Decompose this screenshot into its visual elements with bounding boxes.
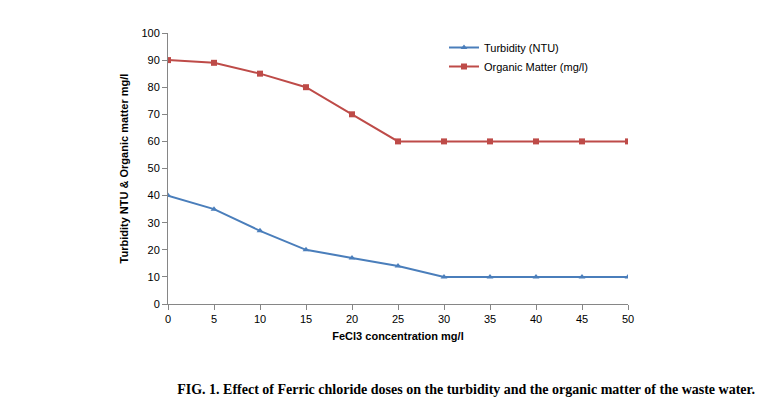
svg-text:80: 80 <box>148 81 160 93</box>
svg-text:0: 0 <box>154 298 160 310</box>
svg-text:10: 10 <box>254 313 266 325</box>
svg-text:40: 40 <box>530 313 542 325</box>
svg-text:10: 10 <box>148 271 160 283</box>
svg-text:Organic Matter (mg/l): Organic Matter (mg/l) <box>484 61 588 73</box>
svg-text:70: 70 <box>148 108 160 120</box>
svg-text:FeCl3 concentration mg/l: FeCl3 concentration mg/l <box>332 330 463 342</box>
svg-text:50: 50 <box>148 162 160 174</box>
svg-text:45: 45 <box>576 313 588 325</box>
svg-text:30: 30 <box>148 217 160 229</box>
svg-text:40: 40 <box>148 189 160 201</box>
svg-text:90: 90 <box>148 54 160 66</box>
svg-text:35: 35 <box>484 313 496 325</box>
svg-text:15: 15 <box>300 313 312 325</box>
svg-text:20: 20 <box>148 244 160 256</box>
svg-text:0: 0 <box>165 313 171 325</box>
svg-text:5: 5 <box>211 313 217 325</box>
svg-text:60: 60 <box>148 135 160 147</box>
svg-text:50: 50 <box>622 313 634 325</box>
svg-text:20: 20 <box>346 313 358 325</box>
svg-text:Turbidity (NTU): Turbidity (NTU) <box>484 42 559 54</box>
svg-text:30: 30 <box>438 313 450 325</box>
svg-text:25: 25 <box>392 313 404 325</box>
svg-text:100: 100 <box>141 27 159 39</box>
svg-text:FIG. 1. Effect of Ferric chlor: FIG. 1. Effect of Ferric chloride doses … <box>177 382 755 397</box>
svg-text:Turbidity NTU & Organic matter: Turbidity NTU & Organic matter mg/l <box>118 74 130 264</box>
